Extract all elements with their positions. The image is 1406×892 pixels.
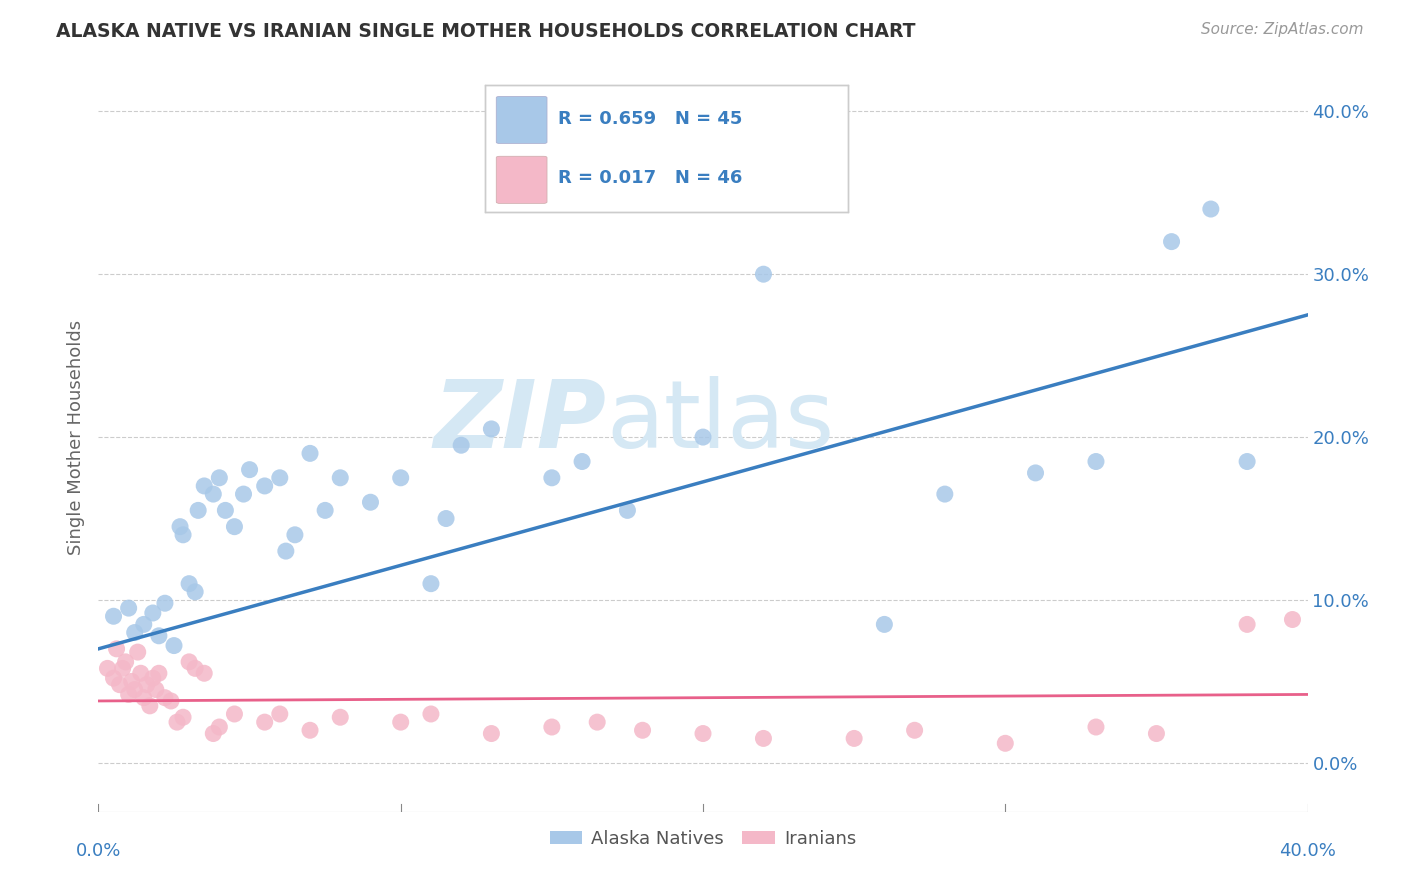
- Point: [481, 726, 503, 740]
- Point: [232, 487, 254, 501]
- Point: [692, 726, 714, 740]
- Point: [1199, 202, 1222, 216]
- Legend: Alaska Natives, Iranians: Alaska Natives, Iranians: [543, 822, 863, 855]
- Point: [214, 503, 236, 517]
- Point: [1085, 454, 1108, 468]
- Point: [1144, 726, 1167, 740]
- Text: atlas: atlas: [606, 376, 835, 468]
- Point: [1160, 235, 1182, 249]
- Point: [127, 645, 149, 659]
- Point: [420, 706, 443, 721]
- Text: Source: ZipAtlas.com: Source: ZipAtlas.com: [1201, 22, 1364, 37]
- Point: [172, 528, 194, 542]
- Point: [314, 503, 336, 517]
- Point: [187, 503, 209, 517]
- Point: [96, 661, 118, 675]
- Text: 0.0%: 0.0%: [76, 842, 121, 860]
- Point: [274, 544, 297, 558]
- Point: [481, 422, 503, 436]
- Point: [269, 471, 291, 485]
- Point: [389, 715, 412, 730]
- Point: [103, 609, 125, 624]
- Point: [193, 666, 215, 681]
- Point: [121, 674, 143, 689]
- Point: [184, 661, 207, 675]
- Point: [1024, 466, 1046, 480]
- Point: [166, 715, 188, 730]
- Point: [129, 666, 152, 681]
- Point: [1085, 720, 1108, 734]
- Point: [844, 731, 866, 746]
- Y-axis label: Single Mother Households: Single Mother Households: [66, 319, 84, 555]
- Point: [179, 655, 201, 669]
- Point: [202, 487, 225, 501]
- Point: [360, 495, 382, 509]
- Point: [148, 666, 170, 681]
- Point: [184, 584, 207, 599]
- Point: [208, 471, 231, 485]
- Point: [132, 690, 155, 705]
- Point: [752, 267, 775, 281]
- Point: [616, 503, 638, 517]
- Point: [571, 454, 593, 468]
- Point: [1281, 613, 1303, 627]
- Point: [111, 661, 134, 675]
- Point: [148, 629, 170, 643]
- Point: [752, 731, 775, 746]
- Point: [450, 438, 472, 452]
- Point: [118, 601, 141, 615]
- Point: [114, 655, 136, 669]
- Point: [172, 710, 194, 724]
- Point: [389, 471, 412, 485]
- Point: [284, 528, 307, 542]
- Point: [108, 678, 131, 692]
- Point: [299, 723, 322, 738]
- Point: [132, 617, 155, 632]
- Point: [145, 682, 167, 697]
- Point: [202, 726, 225, 740]
- Point: [253, 715, 276, 730]
- Text: 40.0%: 40.0%: [1279, 842, 1336, 860]
- Point: [208, 720, 231, 734]
- Point: [1236, 617, 1258, 632]
- Point: [540, 471, 562, 485]
- Point: [692, 430, 714, 444]
- Point: [269, 706, 291, 721]
- Text: ALASKA NATIVE VS IRANIAN SINGLE MOTHER HOUSEHOLDS CORRELATION CHART: ALASKA NATIVE VS IRANIAN SINGLE MOTHER H…: [56, 22, 915, 41]
- Point: [224, 519, 246, 533]
- Point: [299, 446, 322, 460]
- Point: [153, 690, 176, 705]
- Point: [179, 576, 201, 591]
- Point: [124, 625, 146, 640]
- Point: [142, 606, 165, 620]
- Point: [329, 471, 352, 485]
- Point: [169, 519, 191, 533]
- Point: [142, 671, 165, 685]
- Point: [904, 723, 927, 738]
- Point: [873, 617, 896, 632]
- Point: [103, 671, 125, 685]
- Point: [1236, 454, 1258, 468]
- Point: [329, 710, 352, 724]
- Point: [239, 463, 262, 477]
- Point: [253, 479, 276, 493]
- Point: [135, 678, 157, 692]
- Point: [934, 487, 956, 501]
- Point: [994, 736, 1017, 750]
- Point: [163, 639, 186, 653]
- Point: [224, 706, 246, 721]
- Point: [105, 641, 128, 656]
- Point: [420, 576, 443, 591]
- Point: [193, 479, 215, 493]
- Point: [540, 720, 562, 734]
- Point: [631, 723, 654, 738]
- Point: [160, 694, 183, 708]
- Point: [434, 511, 457, 525]
- Point: [139, 698, 162, 713]
- Point: [118, 688, 141, 702]
- Point: [586, 715, 609, 730]
- Point: [124, 682, 146, 697]
- Point: [153, 596, 176, 610]
- Text: ZIP: ZIP: [433, 376, 606, 468]
